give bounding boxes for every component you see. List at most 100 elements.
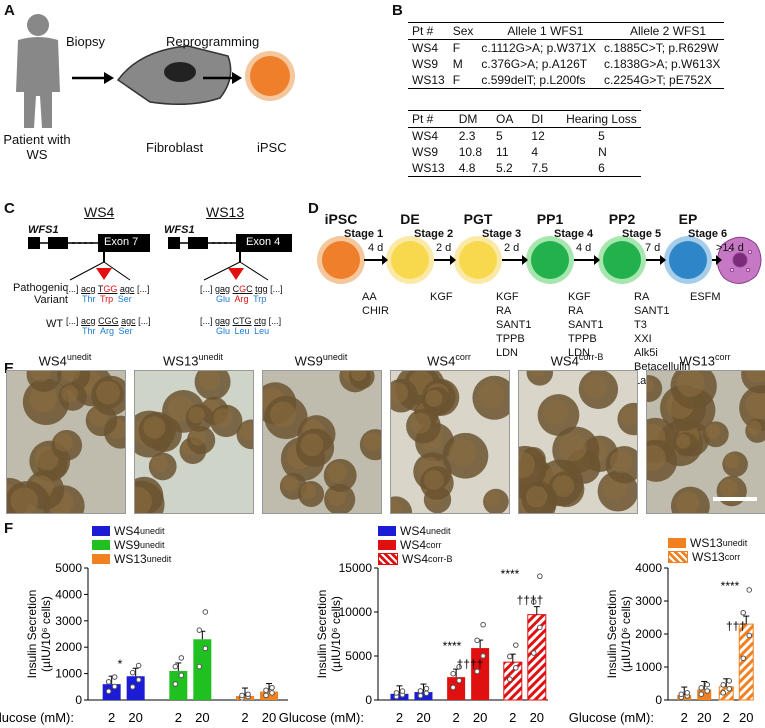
- data-point: [135, 662, 142, 669]
- duration-1: 4 d: [368, 242, 384, 254]
- x-axis-label: Glucose (mM):: [279, 710, 364, 725]
- y-tick-label: 2000: [635, 627, 662, 641]
- c-wfs1-label: WFS1: [164, 224, 195, 236]
- data-point: [698, 685, 705, 691]
- legend-entry: WS13 unedit: [668, 536, 747, 550]
- data-point: [726, 685, 733, 692]
- mutation-arrow-icon: [96, 268, 112, 280]
- table-row: WS4 2.3 5 12 5: [412, 129, 605, 143]
- data-point: [263, 687, 269, 694]
- data-point: [393, 690, 400, 696]
- data-point: [263, 692, 269, 699]
- y-tick-label: 3000: [55, 614, 82, 628]
- table-row: WS9 10.8 11 4 N: [412, 145, 607, 159]
- x-tick-label: 20: [195, 710, 209, 725]
- duration-2: 2 d: [436, 242, 452, 254]
- data-point: [507, 653, 513, 660]
- bar: [414, 692, 433, 700]
- data-point: [537, 573, 543, 580]
- c-wfs1-label: WFS1: [28, 224, 59, 236]
- c-ws13-variant-seq: [...] gag CGC tgg [...] Glu Arg Trp: [200, 284, 283, 304]
- data-point: [746, 587, 753, 593]
- data-point: [239, 692, 245, 699]
- data-point: [678, 691, 685, 698]
- col-header: DM: [458, 112, 478, 126]
- data-point: [698, 691, 705, 697]
- micrograph-title: WS4unedit: [38, 352, 92, 369]
- bar: [193, 639, 212, 700]
- legend-swatch: [668, 551, 688, 563]
- data-point: [456, 664, 462, 670]
- panel-label-c: C: [4, 200, 15, 217]
- panel-a-diagram: [16, 14, 295, 128]
- patient-genotype-table: Pt # Sex Allele 1 WFS1 Allele 2 WFS1 WS4…: [408, 22, 725, 89]
- data-point: [456, 677, 462, 684]
- c-ws13-title: WS13: [206, 204, 245, 220]
- stage-4-factors: KGF RA SANT1 TPPB LDN: [568, 291, 604, 359]
- duration-5: 7 d: [645, 242, 661, 254]
- stage-5-label: Stage 5: [622, 228, 662, 240]
- mutation-arrow-icon: [228, 268, 244, 280]
- c-ws4-title: WS4: [84, 204, 115, 220]
- legend-swatch: [92, 554, 110, 564]
- legend-3: WS13 unedit WS13 corr: [668, 536, 747, 564]
- data-point: [399, 688, 406, 694]
- x-tick-label: 20: [739, 710, 753, 725]
- cell-label-pp2: PP2: [608, 211, 636, 227]
- data-point: [135, 677, 142, 683]
- y-tick-label: 0: [75, 693, 82, 707]
- bar: [697, 689, 712, 700]
- col-header: Allele 2 WFS1: [630, 24, 707, 38]
- legend-entry: WS4 unedit: [92, 524, 171, 538]
- label-fibroblast: Fibroblast: [146, 140, 204, 155]
- data-point: [423, 690, 430, 697]
- x-tick-label: 20: [262, 710, 276, 725]
- y-tick-label: 4000: [55, 587, 82, 601]
- label-ipsc: iPSC: [257, 140, 287, 155]
- dagger-marks: †††: [726, 619, 746, 633]
- y-axis-label-units: (µIU/10⁶ cells): [39, 596, 53, 672]
- x-tick-label: 20: [473, 710, 487, 725]
- patient-phenotype-table: Pt # DM OA DI Hearing Loss WS4 2.3 5 12 5 WS…: [408, 110, 641, 177]
- table-row: WS13 4.8 5.2 7.5 6: [412, 161, 605, 175]
- c-exon4-label: Exon 4: [246, 236, 281, 248]
- micrograph-4: [390, 370, 510, 514]
- dagger-marks: ††††: [517, 593, 544, 607]
- y-tick-label: 15000: [339, 561, 373, 575]
- exon7-box: [98, 234, 150, 252]
- c-ws4-wt-seq: [...] acg CGG agc [...] Thr Arg Ser: [66, 316, 151, 336]
- data-point: [129, 684, 136, 690]
- ipsc-stage-cell-icon: [317, 236, 365, 284]
- y-tick-label: 0: [365, 693, 372, 707]
- x-tick-label: 2: [241, 710, 248, 725]
- patient-silhouette-icon: [16, 14, 60, 128]
- data-point: [746, 632, 753, 639]
- y-tick-label: 4000: [635, 561, 662, 575]
- dagger-marks: ††††: [457, 657, 484, 671]
- x-tick-label: 20: [697, 710, 711, 725]
- micrograph-1: [6, 370, 126, 514]
- cell-label-ep: EP: [678, 211, 698, 227]
- data-point: [704, 681, 711, 688]
- data-point: [105, 688, 112, 695]
- col-header: Allele 1 WFS1: [507, 24, 584, 38]
- bar: [102, 684, 121, 700]
- y-tick-label: 5000: [55, 561, 82, 575]
- data-point: [474, 637, 480, 644]
- pgt-stage-cell-icon: [454, 236, 502, 284]
- col-header: Hearing Loss: [566, 112, 637, 126]
- duration-3: 2 d: [504, 242, 520, 254]
- label-patient: Patient with WS: [3, 132, 71, 162]
- data-point: [172, 681, 179, 687]
- y-axis-label-units: (µIU/10⁶ cells): [329, 596, 343, 672]
- y-axis-label-units: (µIU/10⁶ cells): [619, 596, 633, 672]
- micrograph-title: WS4corr-B: [550, 352, 604, 369]
- legend-entry: WS9 unedit: [92, 538, 171, 552]
- significance-star: ****: [501, 567, 520, 581]
- cell-label-de: DE: [400, 211, 420, 227]
- micrograph-title: WS13corr: [679, 352, 731, 369]
- bar: [169, 670, 188, 700]
- stage-4-label: Stage 4: [554, 228, 594, 240]
- y-tick-label: 0: [655, 693, 662, 707]
